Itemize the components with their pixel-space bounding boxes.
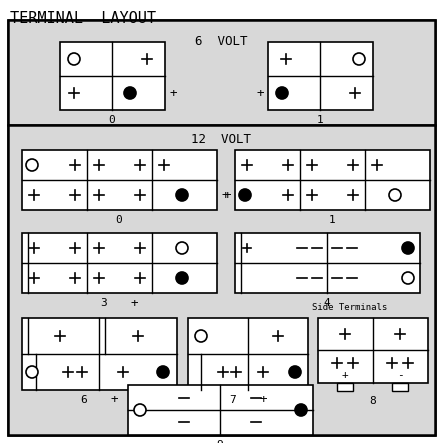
Text: 1: 1 — [329, 215, 335, 225]
Bar — [8, 20, 435, 125]
Text: +: + — [169, 86, 177, 100]
Bar — [318, 318, 428, 383]
Text: +: + — [342, 370, 348, 380]
Text: +: + — [223, 189, 231, 202]
Text: +: + — [259, 393, 267, 407]
Circle shape — [295, 404, 307, 416]
Circle shape — [157, 366, 169, 378]
Text: 6  VOLT: 6 VOLT — [195, 35, 247, 48]
Text: -: - — [396, 370, 404, 380]
Bar — [235, 233, 420, 293]
Text: +: + — [221, 189, 229, 202]
Bar — [8, 125, 435, 435]
Text: 0: 0 — [116, 215, 122, 225]
Circle shape — [26, 366, 38, 378]
Circle shape — [176, 189, 188, 201]
Text: 7: 7 — [229, 395, 237, 405]
Text: TERMINAL  LAYOUT: TERMINAL LAYOUT — [10, 11, 156, 26]
Bar — [337, 383, 353, 391]
Bar — [128, 385, 313, 435]
Text: +: + — [130, 296, 138, 310]
Text: 12  VOLT: 12 VOLT — [191, 133, 251, 146]
Circle shape — [176, 242, 188, 254]
Bar — [22, 318, 177, 390]
Circle shape — [353, 53, 365, 65]
Circle shape — [124, 87, 136, 99]
Bar — [22, 233, 217, 293]
Text: 9: 9 — [217, 440, 223, 443]
Text: 3: 3 — [101, 298, 107, 308]
Circle shape — [402, 272, 414, 284]
Bar — [22, 150, 217, 210]
Text: +: + — [256, 86, 264, 100]
Circle shape — [195, 330, 207, 342]
Bar — [188, 318, 308, 390]
Circle shape — [276, 87, 288, 99]
Text: 6: 6 — [81, 395, 87, 405]
Text: Side Terminals: Side Terminals — [312, 303, 388, 312]
Circle shape — [289, 366, 301, 378]
Circle shape — [26, 159, 38, 171]
Text: 4: 4 — [324, 298, 330, 308]
Bar — [235, 150, 430, 210]
Circle shape — [389, 189, 401, 201]
Circle shape — [402, 242, 414, 254]
Text: 0: 0 — [109, 115, 115, 125]
Circle shape — [134, 404, 146, 416]
Bar — [268, 42, 373, 110]
Circle shape — [176, 272, 188, 284]
Bar — [60, 42, 165, 110]
Text: +: + — [110, 393, 118, 407]
Bar — [392, 383, 408, 391]
Circle shape — [68, 53, 80, 65]
Text: 8: 8 — [369, 396, 377, 406]
Text: 1: 1 — [317, 115, 323, 125]
Circle shape — [239, 189, 251, 201]
